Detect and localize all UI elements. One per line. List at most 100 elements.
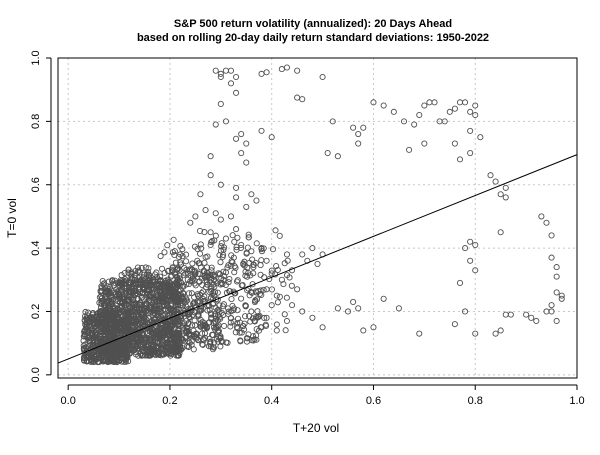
data-point <box>98 297 105 304</box>
data-point <box>140 278 147 285</box>
data-point <box>121 291 129 298</box>
data-point <box>472 102 479 109</box>
data-point <box>380 295 387 302</box>
data-point <box>117 320 124 327</box>
data-point <box>370 99 377 106</box>
data-point <box>137 335 144 342</box>
data-point <box>299 96 306 103</box>
x-tick-label: 1.0 <box>569 395 584 407</box>
data-point <box>108 294 115 301</box>
data-point <box>507 311 514 318</box>
data-point <box>497 229 504 236</box>
data-point <box>219 303 226 310</box>
data-point <box>245 234 252 241</box>
data-point <box>142 337 149 344</box>
data-point <box>219 281 226 288</box>
data-point <box>250 270 257 277</box>
data-point <box>553 317 560 325</box>
data-point <box>196 271 203 278</box>
data-point <box>281 311 288 318</box>
data-point <box>188 338 195 345</box>
data-point <box>232 264 239 271</box>
data-point <box>233 226 240 233</box>
data-point <box>212 67 219 74</box>
data-point <box>252 314 260 321</box>
data-point <box>210 290 217 297</box>
data-point <box>243 159 250 166</box>
data-point <box>185 290 192 297</box>
data-point <box>205 319 212 326</box>
data-point <box>497 191 504 198</box>
data-point <box>147 346 154 353</box>
data-point <box>451 105 458 112</box>
x-axis-title: T+20 vol <box>293 421 339 435</box>
data-point <box>170 236 177 243</box>
data-point <box>123 325 130 332</box>
data-point <box>118 349 125 356</box>
y-tick-label: 0.0 <box>30 367 42 382</box>
data-point <box>533 317 540 325</box>
data-point <box>156 344 163 351</box>
data-point <box>243 140 250 147</box>
data-point <box>112 307 119 314</box>
data-point <box>148 350 155 357</box>
data-point <box>182 270 189 277</box>
data-point <box>136 269 143 276</box>
data-point <box>177 242 184 249</box>
data-point <box>214 289 221 296</box>
data-point <box>207 229 214 236</box>
data-point <box>497 327 504 334</box>
data-point <box>184 270 191 277</box>
data-point <box>263 286 270 293</box>
data-point <box>216 252 223 259</box>
data-point <box>120 295 127 302</box>
data-point <box>416 330 423 337</box>
data-point <box>252 288 259 295</box>
data-point <box>102 322 109 329</box>
data-point <box>135 306 143 313</box>
data-point <box>111 322 118 329</box>
data-point <box>234 325 241 332</box>
data-point <box>283 251 291 258</box>
data-point <box>548 232 555 239</box>
data-point <box>107 339 114 346</box>
data-point <box>173 293 181 301</box>
data-point <box>227 323 234 330</box>
data-point <box>462 308 469 315</box>
data-point <box>240 261 247 268</box>
data-point <box>210 324 217 331</box>
data-point <box>156 294 163 302</box>
data-point <box>121 275 129 283</box>
data-point <box>273 262 280 270</box>
x-tick-label: 0.8 <box>468 395 483 407</box>
data-point <box>238 241 245 248</box>
data-point <box>253 289 260 296</box>
data-point <box>202 207 209 214</box>
data-point <box>221 322 228 329</box>
data-point <box>153 345 160 352</box>
data-point <box>112 290 119 297</box>
data-point <box>109 312 116 319</box>
data-point <box>129 301 136 308</box>
data-point <box>220 251 227 259</box>
data-point <box>451 321 458 328</box>
data-point <box>238 130 245 138</box>
data-point <box>157 322 164 329</box>
data-point <box>234 307 241 314</box>
data-point <box>421 102 428 109</box>
data-point <box>462 99 469 106</box>
plot-frame <box>57 57 578 379</box>
data-point <box>80 337 87 344</box>
data-point <box>286 274 293 281</box>
data-point <box>191 333 198 340</box>
data-point <box>134 295 142 302</box>
data-points <box>80 64 565 366</box>
data-point <box>149 330 156 337</box>
data-point <box>197 316 204 323</box>
data-point <box>151 310 159 317</box>
data-point <box>350 298 357 306</box>
data-point <box>109 329 116 336</box>
data-point <box>319 73 326 81</box>
data-point <box>164 242 171 249</box>
